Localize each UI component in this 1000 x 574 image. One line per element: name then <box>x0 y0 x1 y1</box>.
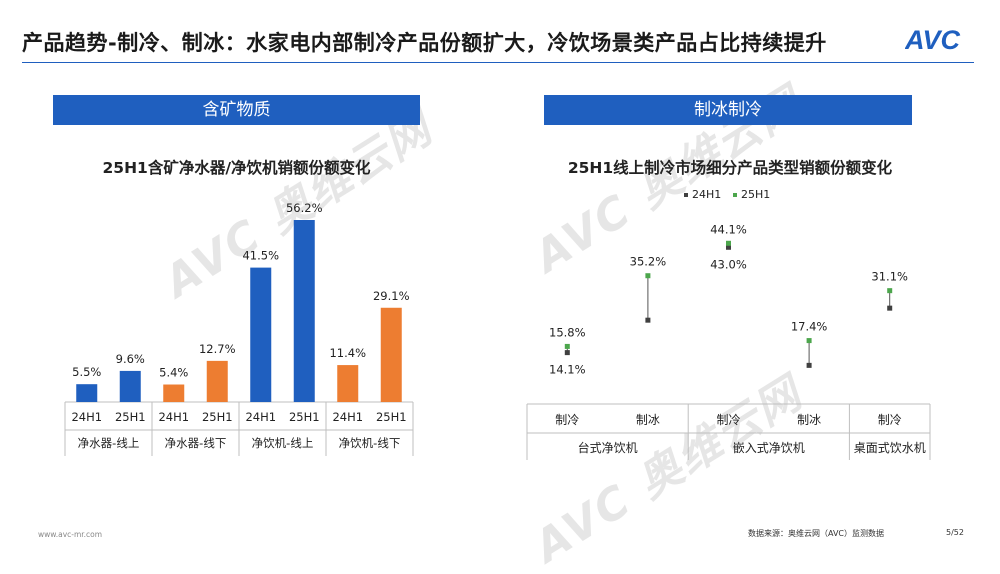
point-24h1 <box>887 305 893 311</box>
data-label: 41.5% <box>242 249 279 263</box>
x-tick-label: 24H1 <box>332 410 363 424</box>
data-label: 12.7% <box>199 342 236 356</box>
point-24h1 <box>564 350 570 356</box>
x-tick-label: 制冷 <box>878 413 902 427</box>
bar <box>250 267 272 402</box>
x-group-label: 净饮机-线下 <box>339 436 401 450</box>
legend-label: 24H1 <box>692 188 721 201</box>
point-24h1 <box>726 244 731 250</box>
left-chart-title: 25H1含矿净水器/净饮机销额份额变化 <box>102 159 371 177</box>
x-tick-label: 制冰 <box>636 413 660 427</box>
bar <box>206 360 228 402</box>
bar <box>337 365 359 402</box>
footer-source: 数据来源：奥维云网（AVC）监测数据 <box>748 529 885 538</box>
x-group-label: 净水器-线下 <box>165 436 227 450</box>
point-24h1 <box>645 317 651 323</box>
x-tick-label: 25H1 <box>289 410 320 424</box>
x-group-label: 嵌入式净饮机 <box>733 441 805 455</box>
data-label: 9.6% <box>116 352 145 366</box>
x-tick-label: 25H1 <box>202 410 233 424</box>
data-label: 15.8% <box>549 325 586 339</box>
avc-logo: AVC <box>905 25 961 54</box>
x-tick-label: 制冷 <box>555 413 579 427</box>
bar <box>163 384 185 402</box>
bar-chart: 5.5% 24H1 9.6% 25H1 净水器-线上 5.4% 24H1 12.7% 25H1 净… <box>64 201 414 456</box>
bar <box>380 307 402 402</box>
point-24h1 <box>806 362 812 368</box>
legend-marker-24h1 <box>684 193 688 197</box>
data-label: 11.4% <box>329 346 366 360</box>
dumbbell-chart: 24H1 25H1 15.8% 14.1% 制冷 35.2% 制冰 44.1% 43.0% 制冷 1… <box>526 188 931 460</box>
x-tick-label: 25H1 <box>115 410 146 424</box>
data-label: 44.1% <box>710 222 747 236</box>
legend-marker-25h1 <box>733 193 737 197</box>
data-label: 35.2% <box>630 255 667 269</box>
x-tick-label: 24H1 <box>245 410 276 424</box>
x-group-label: 台式净饮机 <box>578 440 638 455</box>
right-panel-band: 制冰制冷 <box>544 95 912 125</box>
x-tick-label: 制冰 <box>797 413 821 427</box>
point-25h1 <box>806 338 812 344</box>
x-tick-label: 制冷 <box>716 413 740 427</box>
right-chart-title: 25H1线上制冷市场细分产品类型销额份额变化 <box>567 159 893 177</box>
data-label: 14.1% <box>549 363 586 377</box>
point-25h1 <box>645 273 651 279</box>
bar <box>119 370 141 402</box>
x-tick-label: 25H1 <box>376 410 407 424</box>
footer-website: www.avc-mr.com <box>38 530 103 539</box>
point-25h1 <box>564 343 570 349</box>
bar <box>293 220 315 402</box>
data-label: 17.4% <box>791 320 828 334</box>
point-25h1 <box>726 240 731 246</box>
point-25h1 <box>887 288 893 294</box>
data-label: 31.1% <box>871 270 908 284</box>
data-label: 5.5% <box>72 365 101 379</box>
data-label: 29.1% <box>373 289 410 303</box>
bar <box>76 384 98 402</box>
data-label: 43.0% <box>710 257 747 271</box>
title-divider <box>22 62 974 63</box>
x-tick-label: 24H1 <box>71 410 102 424</box>
data-label: 56.2% <box>286 201 323 215</box>
page-title: 产品趋势-制冷、制冰：水家电内部制冷产品份额扩大，冷饮场景类产品占比持续提升 <box>22 31 827 55</box>
x-group-label: 桌面式饮水机 <box>854 441 926 455</box>
left-panel-band: 含矿物质 <box>53 95 420 125</box>
page-number: 5/52 <box>946 528 964 537</box>
data-label: 5.4% <box>159 366 188 380</box>
x-group-label: 净饮机-线上 <box>252 436 314 450</box>
logo-text: AVC <box>905 25 961 54</box>
x-tick-label: 24H1 <box>158 410 189 424</box>
x-group-label: 净水器-线上 <box>78 436 140 450</box>
legend-label: 25H1 <box>741 188 770 201</box>
